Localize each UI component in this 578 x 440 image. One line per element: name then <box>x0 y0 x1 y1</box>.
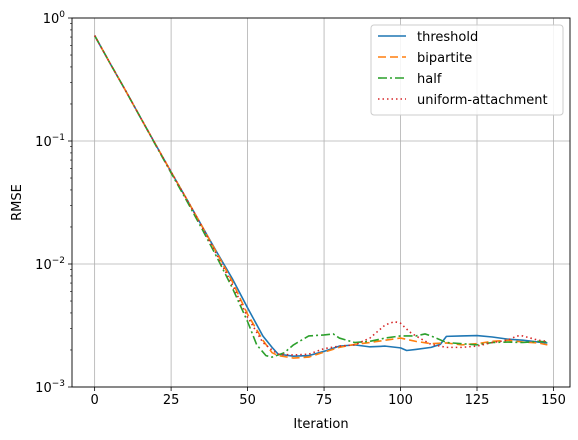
x-tick-label: 75 <box>316 393 333 408</box>
y-tick-label: 10−3 <box>35 379 65 396</box>
x-tick-label: 50 <box>239 393 256 408</box>
legend: threshold bipartite half uniform-attachment <box>370 24 564 116</box>
y-axis: 10−3 10−2 10−1 100 <box>35 10 72 396</box>
y-axis-label: RMSE <box>10 184 25 221</box>
legend-label-bipartite: bipartite <box>417 51 472 66</box>
x-axis-label: Iteration <box>293 417 348 432</box>
series-line-uniform-attachment <box>93 35 548 356</box>
x-tick-label: 150 <box>541 393 566 408</box>
y-tick-label: 100 <box>43 10 66 27</box>
x-axis: 0 25 50 75 100 125 150 <box>90 387 566 408</box>
x-tick-label: 100 <box>388 393 413 408</box>
legend-label-uniform-attachment: uniform-attachment <box>417 93 548 108</box>
x-tick-label: 0 <box>90 393 98 408</box>
plot-frame <box>71 17 571 388</box>
y-tick-label: 10−1 <box>35 133 65 150</box>
legend-label-threshold: threshold <box>417 30 478 45</box>
series-line-half <box>93 35 548 358</box>
legend-label-half: half <box>417 72 442 87</box>
y-tick-label: 10−2 <box>35 256 65 273</box>
x-tick-label: 125 <box>465 393 490 408</box>
x-tick-label: 25 <box>163 393 180 408</box>
plot-lines <box>93 35 548 359</box>
legend-box <box>370 24 564 116</box>
